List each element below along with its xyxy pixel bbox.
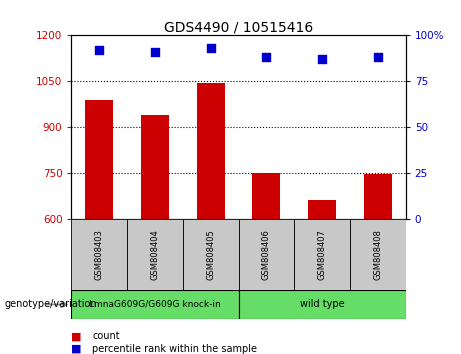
Point [374,55,382,60]
Point [95,47,103,53]
Bar [294,219,350,290]
Bar [71,290,239,319]
Bar [308,200,336,219]
Bar [183,219,238,290]
Text: GSM808404: GSM808404 [150,229,160,280]
Text: percentile rank within the sample: percentile rank within the sample [92,344,257,354]
Text: GSM808407: GSM808407 [318,229,327,280]
Text: GSM808403: GSM808403 [95,229,104,280]
Bar [127,219,183,290]
Point [151,49,159,55]
Bar [141,115,169,219]
Bar [71,219,127,290]
Text: ■: ■ [71,331,82,341]
Bar [364,174,392,219]
Text: LmnaG609G/G609G knock-in: LmnaG609G/G609G knock-in [89,300,221,309]
Bar [350,219,406,290]
Text: GSM808406: GSM808406 [262,229,271,280]
Bar [238,219,294,290]
Text: genotype/variation: genotype/variation [5,299,97,309]
Point [263,55,270,60]
Bar [238,290,406,319]
Text: wild type: wild type [300,299,344,309]
Point [319,57,326,62]
Title: GDS4490 / 10515416: GDS4490 / 10515416 [164,20,313,34]
Point [207,45,214,51]
Text: ■: ■ [71,344,82,354]
Text: GSM808408: GSM808408 [373,229,382,280]
Bar [197,83,225,219]
Text: count: count [92,331,120,341]
Bar [253,173,280,219]
Text: GSM808405: GSM808405 [206,229,215,280]
Bar [85,100,113,219]
